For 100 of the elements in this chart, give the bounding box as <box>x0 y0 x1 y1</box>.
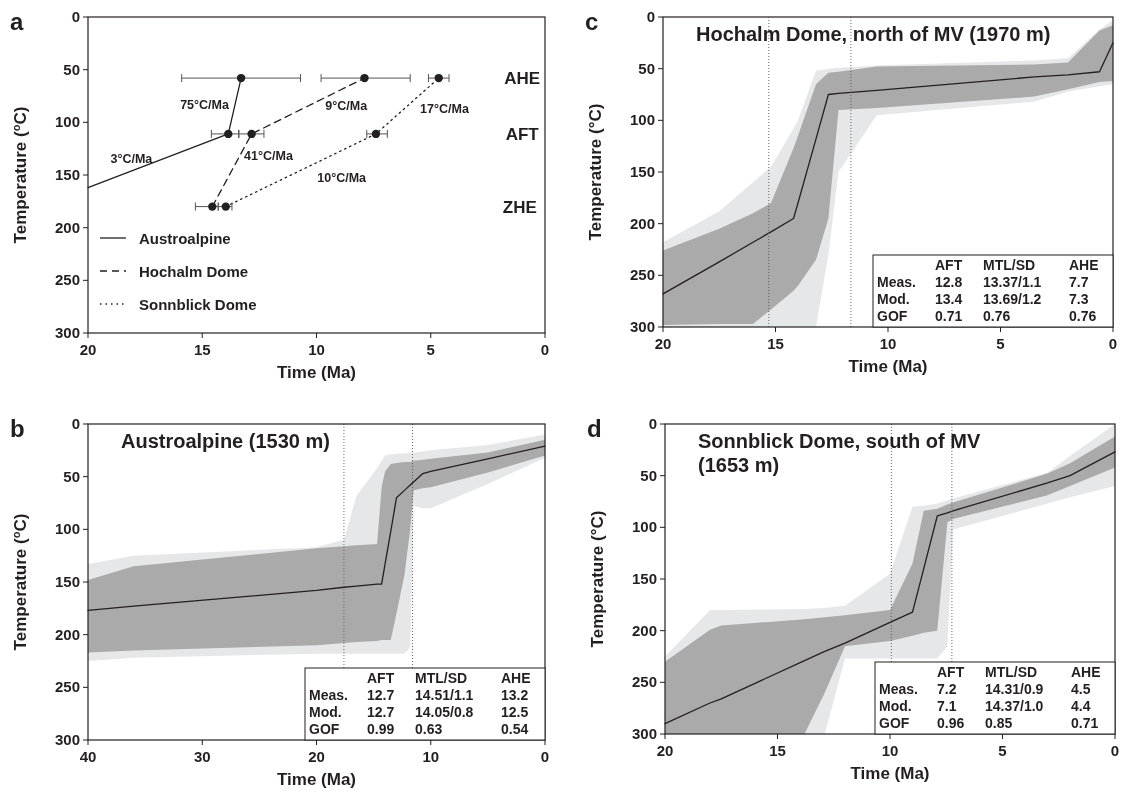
y-tick-label: 150 <box>54 166 80 183</box>
annotation: 17°C/Ma <box>420 102 470 117</box>
y-tick-label: 150 <box>629 163 655 180</box>
text: a <box>10 8 24 35</box>
annotation: 7.7 <box>1069 274 1089 290</box>
y-tick-label: 100 <box>54 520 80 538</box>
annotation: MTL/SD <box>415 670 468 686</box>
annotation: 7.3 <box>1069 291 1089 307</box>
annotation: GOF <box>309 721 340 737</box>
annotation: Mod. <box>877 291 910 307</box>
y-tick-label: 0 <box>648 415 657 432</box>
annotation: 4.5 <box>1071 681 1091 697</box>
annotation: 9°C/Ma <box>325 98 369 113</box>
annotation: 0.85 <box>985 715 1013 731</box>
annotation: 75°C/Ma <box>180 97 230 112</box>
x-axis-title: Time (Ma) <box>276 363 357 382</box>
annotation: MTL/SD <box>983 257 1036 273</box>
y-tick-label: 200 <box>54 625 80 643</box>
y-tick-label: 300 <box>629 318 655 335</box>
x-tick-label: 20 <box>79 341 97 358</box>
x-tick-label: 20 <box>656 742 674 759</box>
x-axis-title: Time (Ma) <box>848 357 928 376</box>
annotation: 13.37/1.1 <box>983 274 1042 290</box>
annotation: AFT <box>505 124 540 144</box>
y-tick-label: 150 <box>54 573 80 590</box>
y-tick-label: 300 <box>54 324 80 341</box>
annotation: MTL/SD <box>985 664 1038 680</box>
annotation: Meas. <box>879 681 918 697</box>
chart-title: Hochalm Dome, north of MV (1970 m) <box>696 23 1051 45</box>
annotation: 0.71 <box>1071 715 1099 731</box>
annotation: 0.63 <box>415 721 443 737</box>
point <box>221 202 230 211</box>
x-tick-label: 40 <box>79 748 97 765</box>
point <box>371 129 381 139</box>
y-tick-label: 50 <box>640 466 657 484</box>
annotation: AHE <box>501 670 531 686</box>
annotation: AHE <box>504 68 541 88</box>
text: Sonnblick Dome, south of MV (1653 m) <box>698 430 981 476</box>
y-tick-label: 50 <box>63 467 80 485</box>
x-tick-label: 10 <box>881 742 899 759</box>
annotation: AHE <box>1069 257 1099 273</box>
x-tick-label: 10 <box>422 748 440 765</box>
annotation: 3°C/Ma <box>110 151 154 166</box>
text: c <box>585 8 599 35</box>
annotation: 14.05/0.8 <box>415 704 474 720</box>
text: b <box>10 415 25 442</box>
x-tick-label: 0 <box>1110 742 1120 759</box>
x-tick-label: 10 <box>879 335 897 352</box>
annotation: 12.5 <box>501 704 529 720</box>
annotation: AFT <box>937 664 965 680</box>
chart-title: Austroalpine (1530 m) <box>121 430 330 452</box>
annotation: 0.76 <box>983 308 1011 324</box>
annotation: 7.2 <box>937 681 957 697</box>
x-tick-label: 15 <box>193 341 211 358</box>
annotation: 0.76 <box>1069 308 1097 324</box>
x-tick-label: 15 <box>767 335 784 352</box>
annotation: Mod. <box>309 704 342 720</box>
annotation: Meas. <box>877 274 916 290</box>
annotation: 14.51/1.1 <box>415 687 474 703</box>
x-tick-label: 0 <box>540 341 550 358</box>
y-tick-label: 100 <box>54 113 80 131</box>
x-tick-label: 0 <box>1108 335 1118 352</box>
annotation: 0.96 <box>937 715 965 731</box>
annotation: AFT <box>367 670 395 686</box>
x-tick-label: 15 <box>769 742 786 759</box>
annotation: AFT <box>935 257 963 273</box>
y-tick-label: 250 <box>631 673 657 691</box>
y-tick-label: 0 <box>646 8 655 25</box>
annotation: 12.8 <box>935 274 963 290</box>
annotation: 10°C/Ma <box>317 170 368 185</box>
annotation: 13.4 <box>935 291 963 307</box>
y-tick-label: 200 <box>54 218 80 236</box>
y-tick-label: 100 <box>629 111 655 129</box>
y-tick-label: 200 <box>631 621 657 639</box>
annotation: ZHE <box>502 198 537 218</box>
point <box>247 129 256 139</box>
annotation: 0.99 <box>367 721 395 737</box>
x-axis-title: Time (Ma) <box>276 770 357 789</box>
annotation: 0.71 <box>935 308 963 324</box>
y-tick-label: 0 <box>71 8 80 25</box>
x-tick-label: 0 <box>540 748 550 765</box>
y-tick-label: 300 <box>631 725 657 742</box>
x-tick-label: 5 <box>426 341 435 358</box>
y-tick-label: 100 <box>631 518 657 536</box>
annotation: Mod. <box>879 698 912 714</box>
annotation: Meas. <box>309 687 348 703</box>
x-axis-title: Time (Ma) <box>850 764 930 783</box>
x-tick-label: 20 <box>654 335 672 352</box>
y-tick-label: 250 <box>54 271 80 289</box>
annotation: GOF <box>877 308 908 324</box>
text: d <box>587 415 602 442</box>
y-axis-title: Temperature (°C) <box>586 103 605 241</box>
y-tick-label: 50 <box>63 60 80 78</box>
annotation: 7.1 <box>937 698 957 714</box>
y-tick-label: 250 <box>629 266 655 284</box>
annotation: AHE <box>1071 664 1101 680</box>
annotation: 41°C/Ma <box>244 149 294 164</box>
legend-label: Austroalpine <box>139 230 231 247</box>
y-tick-label: 300 <box>54 731 80 748</box>
y-axis-title: Temperature (°C) <box>588 510 607 648</box>
